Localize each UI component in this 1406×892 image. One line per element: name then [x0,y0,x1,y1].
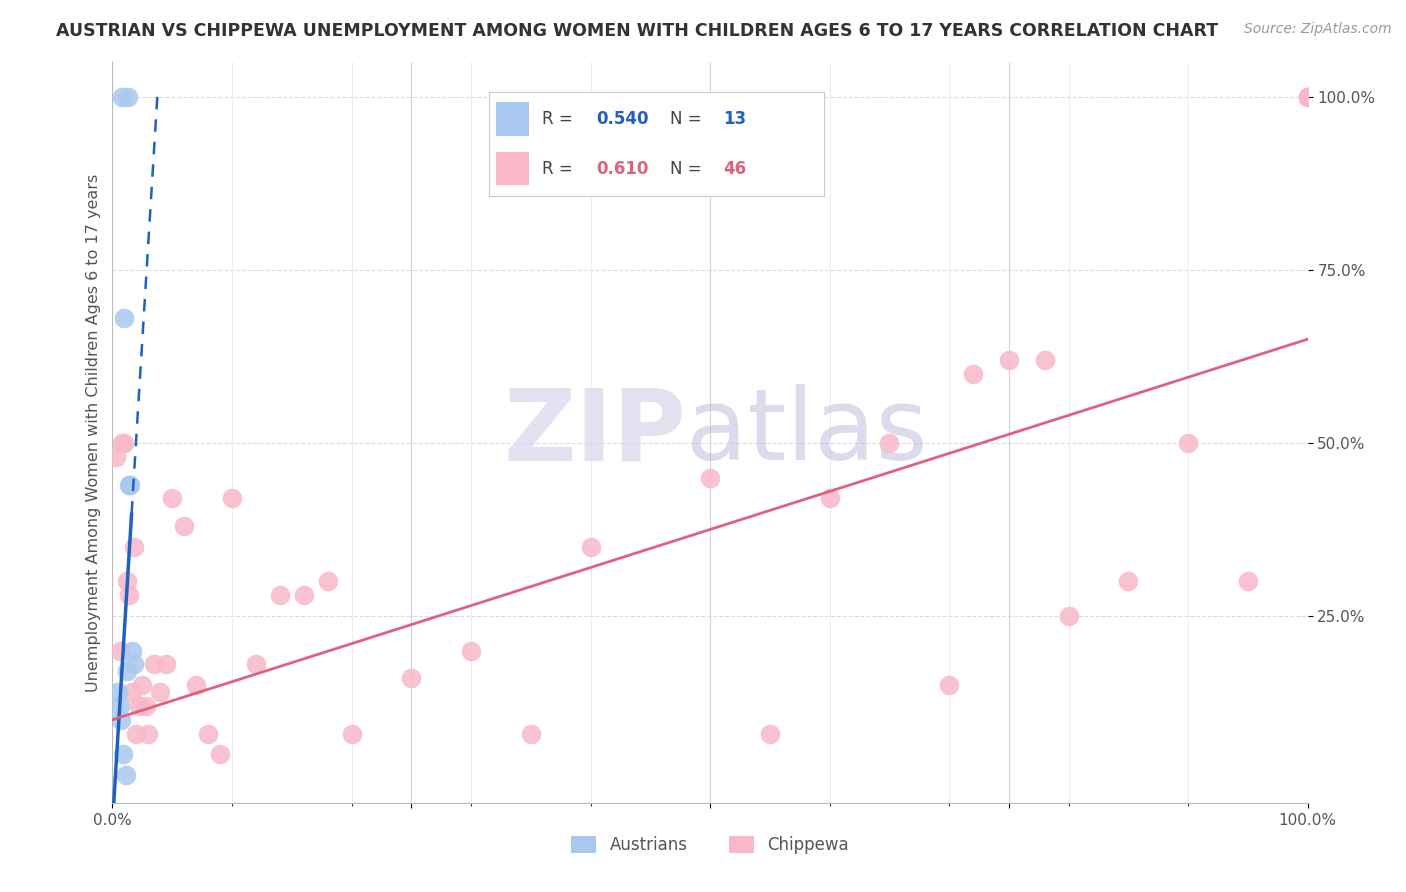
Point [131,678,153,692]
Point [162,491,183,506]
Point [1177,436,1199,450]
Point [699,470,721,484]
Point [108,698,131,713]
Point [108,643,131,657]
Point [879,436,901,450]
Point [138,726,160,740]
Point [121,643,143,657]
Point [1296,90,1319,104]
Point [173,519,195,533]
Point [197,726,219,740]
Point [1296,90,1319,104]
Point [938,678,960,692]
Point [340,726,363,740]
Point [460,643,482,657]
Point [121,685,143,699]
Point [125,726,148,740]
Point [269,588,291,602]
Point [115,665,138,679]
Point [112,747,135,762]
Point [759,726,782,740]
Point [520,726,543,740]
Point [149,685,172,699]
Point [110,713,132,727]
Point [998,353,1021,368]
Point [186,678,208,692]
Point [118,588,141,602]
Point [401,671,423,685]
Point [1118,574,1140,589]
Point [316,574,339,589]
Y-axis label: Unemployment Among Women with Children Ages 6 to 17 years: Unemployment Among Women with Children A… [86,174,101,691]
Point [221,491,243,506]
Point [292,588,315,602]
Point [114,768,136,782]
Point [1057,609,1080,624]
Point [579,540,602,554]
Point [1033,353,1056,368]
Point [122,540,145,554]
Point [117,90,139,104]
Point [111,90,134,104]
Point [1237,574,1260,589]
Point [111,436,134,450]
Point [155,657,177,672]
Legend: Austrians, Chippewa: Austrians, Chippewa [564,830,856,861]
Point [135,698,157,713]
Point [114,311,135,326]
Text: AUSTRIAN VS CHIPPEWA UNEMPLOYMENT AMONG WOMEN WITH CHILDREN AGES 6 TO 17 YEARS C: AUSTRIAN VS CHIPPEWA UNEMPLOYMENT AMONG … [56,22,1219,40]
Point [115,574,138,589]
Point [818,491,841,506]
Point [122,657,145,672]
Point [120,477,142,491]
Point [105,450,128,464]
Point [209,747,232,762]
Point [114,436,135,450]
Text: ZIP: ZIP [503,384,686,481]
Point [107,685,129,699]
Text: atlas: atlas [686,384,928,481]
Point [962,367,984,381]
Point [245,657,267,672]
Point [1296,90,1319,104]
Point [143,657,166,672]
Text: Source: ZipAtlas.com: Source: ZipAtlas.com [1244,22,1392,37]
Point [128,698,150,713]
Point [118,477,141,491]
